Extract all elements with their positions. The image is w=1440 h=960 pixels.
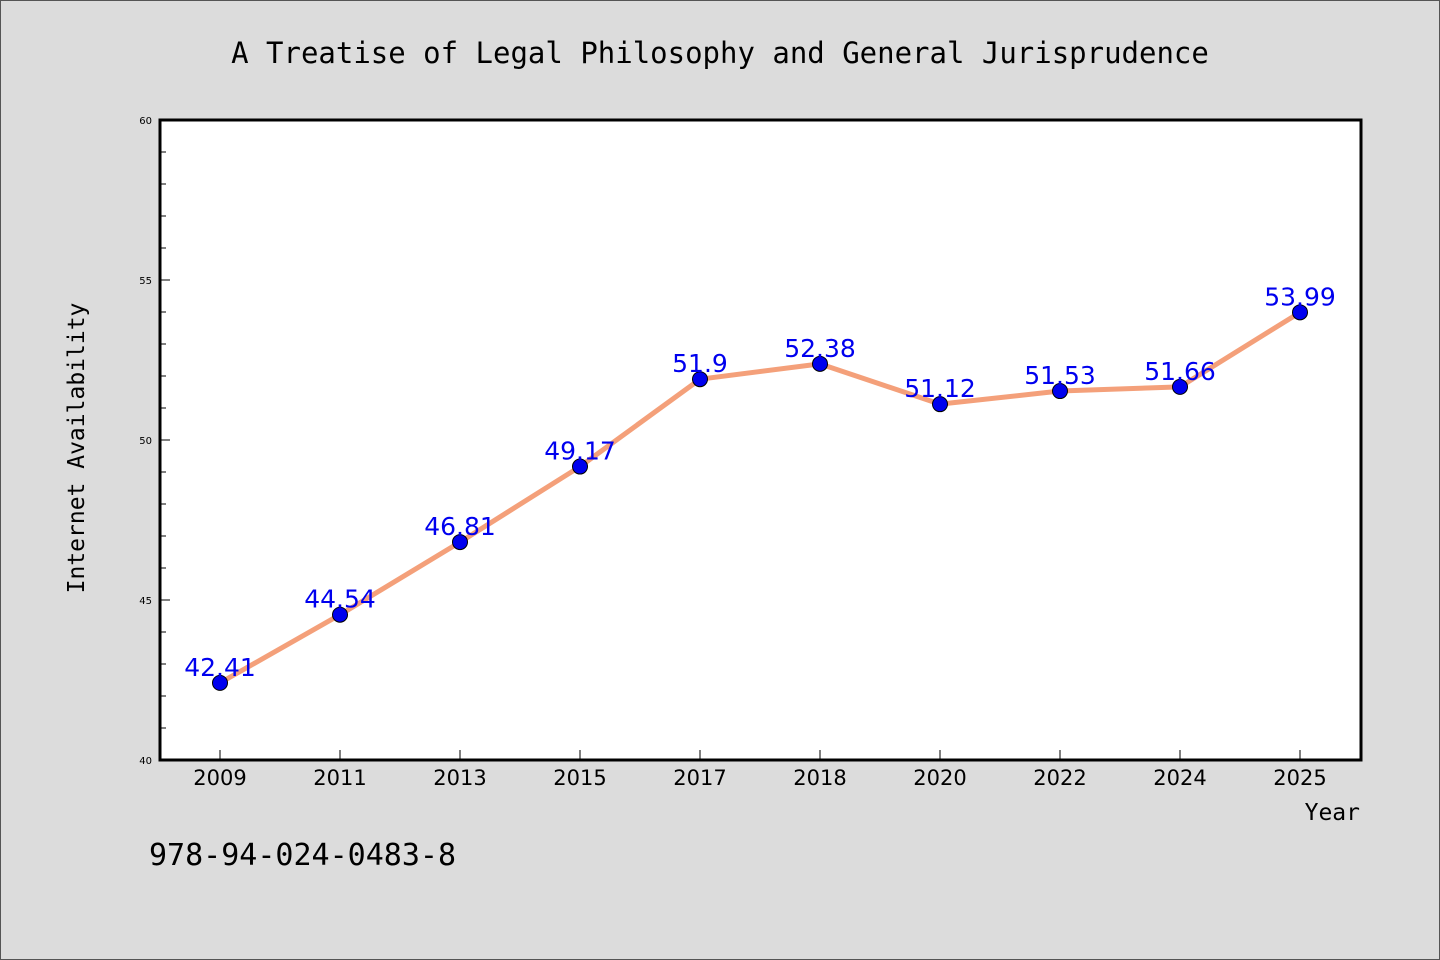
plot-area	[158, 118, 1363, 762]
y-tick-label: 45	[139, 596, 152, 607]
series-layer: 42.41 44.54 46.81 49.17 51.9 52.38 51.12 51.53 5…	[184, 282, 1336, 691]
data-point	[812, 355, 828, 372]
x-tick-label: 2017	[673, 766, 726, 790]
isbn-text: 978-94-024-0483-8	[149, 838, 456, 873]
data-point	[572, 458, 588, 475]
data-point	[692, 371, 708, 388]
x-tick-label: 2022	[1033, 766, 1086, 790]
x-tick-label: 2015	[553, 766, 606, 790]
x-tick-label: 2020	[913, 766, 966, 790]
data-point	[1172, 378, 1188, 395]
data-label: 44.54	[304, 585, 376, 614]
x-axis: 2009 2011 2013 2015 2017 2018 2020 2022 2024 2025	[193, 750, 1327, 790]
data-point	[932, 396, 948, 413]
data-point	[212, 674, 228, 691]
data-label: 42.41	[184, 653, 256, 682]
data-label: 51.9	[672, 349, 728, 378]
x-tick-label: 2024	[1153, 766, 1206, 790]
y-tick-label: 40	[139, 756, 152, 767]
data-label: 46.81	[424, 512, 496, 541]
data-label: 51.12	[904, 374, 976, 403]
data-label: 49.17	[544, 437, 616, 466]
x-tick-label: 2009	[193, 766, 246, 790]
x-tick-label: 2018	[793, 766, 846, 790]
x-tick-label: 2013	[433, 766, 486, 790]
x-axis-label: Year	[1305, 800, 1360, 826]
y-tick-label: 50	[139, 436, 152, 447]
y-axis-label: Internet Availability	[64, 303, 90, 594]
y-axis: 40 45 50 55 60	[139, 116, 170, 767]
series-line	[217, 309, 1303, 686]
data-label: 51.66	[1144, 357, 1216, 386]
x-tick-label: 2011	[313, 766, 366, 790]
y-tick-label: 60	[139, 116, 152, 127]
chart-title: A Treatise of Legal Philosophy and Gener…	[231, 36, 1209, 70]
data-label: 52.38	[784, 334, 856, 363]
data-point	[332, 606, 348, 623]
data-label: 51.53	[1024, 361, 1096, 390]
data-point	[452, 534, 468, 551]
data-point	[1292, 304, 1308, 321]
x-tick-label: 2025	[1273, 766, 1326, 790]
y-tick-label: 55	[139, 276, 152, 287]
data-label: 53.99	[1264, 282, 1336, 311]
data-point	[1052, 383, 1068, 400]
